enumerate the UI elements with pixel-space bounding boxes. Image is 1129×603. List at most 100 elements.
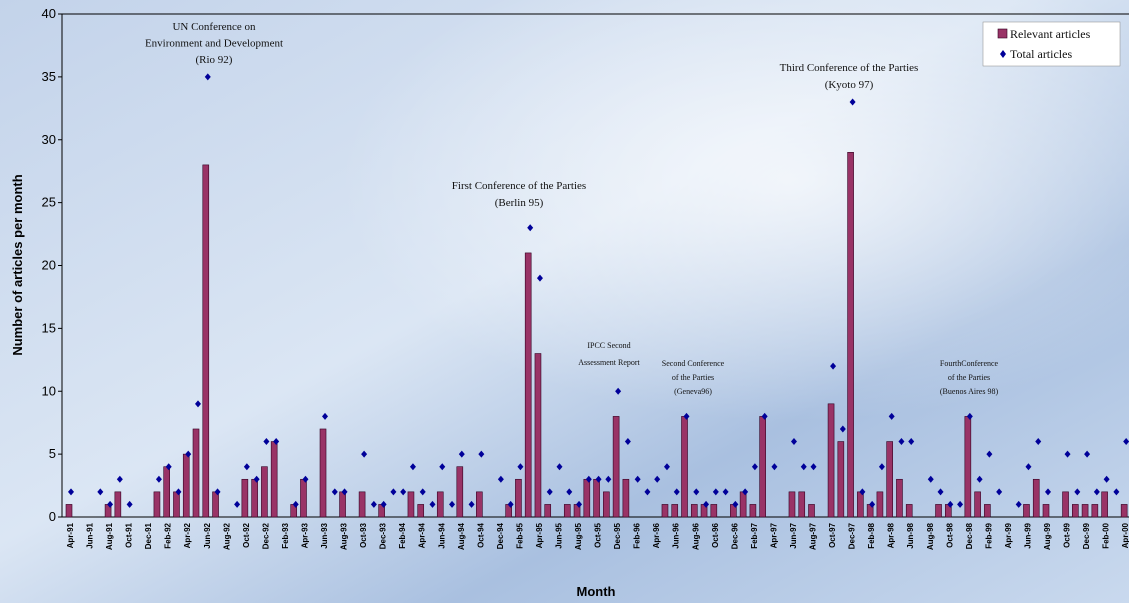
bar (193, 429, 199, 517)
bar (164, 467, 170, 517)
bar (437, 492, 443, 517)
legend-label: Total articles (1010, 47, 1072, 61)
x-tick-label: Oct-95 (594, 522, 603, 547)
bar (545, 504, 551, 517)
x-tick-label: Aug-94 (457, 522, 466, 550)
bar (359, 492, 365, 517)
x-tick-label: Apr-94 (418, 522, 427, 548)
bar (1072, 504, 1078, 517)
annotation: Third Conference of the Parties (780, 62, 919, 74)
bar (457, 467, 463, 517)
x-tick-label: Apr-98 (887, 522, 896, 548)
bar (418, 504, 424, 517)
x-tick-label: Oct-92 (242, 522, 251, 547)
bar (740, 492, 746, 517)
x-tick-label: Oct-99 (1063, 522, 1072, 547)
bar (965, 416, 971, 517)
annotation: First Conference of the Parties (452, 180, 586, 192)
bar (476, 492, 482, 517)
x-tick-label: Jun-94 (437, 522, 446, 548)
x-tick-label: Dec-95 (613, 522, 622, 549)
annotation: (Buenos Aires 98) (940, 387, 999, 396)
bar (857, 492, 863, 517)
x-tick-label: Dec-93 (379, 522, 388, 549)
x-tick-label: Apr-93 (300, 522, 309, 548)
bar (906, 504, 912, 517)
bar (691, 504, 697, 517)
bar (300, 479, 306, 517)
y-tick-label: 15 (42, 320, 56, 335)
bar (1023, 504, 1029, 517)
bar (603, 492, 609, 517)
x-tick-label: Aug-98 (926, 522, 935, 550)
bar (682, 416, 688, 517)
x-tick-label: Feb-95 (515, 522, 524, 548)
y-tick-label: 35 (42, 69, 56, 84)
bar (828, 404, 834, 517)
y-tick-label: 20 (42, 258, 56, 273)
bar (838, 442, 844, 517)
y-tick-label: 40 (42, 6, 56, 21)
x-tick-label: Oct-94 (476, 522, 485, 547)
x-tick-label: Jun-93 (320, 522, 329, 548)
x-tick-label: Feb-98 (867, 522, 876, 548)
bar (789, 492, 795, 517)
x-tick-label: Aug-96 (691, 522, 700, 550)
bar (320, 429, 326, 517)
x-tick-label: Jun-91 (86, 522, 95, 548)
annotation: (Rio 92) (196, 54, 233, 66)
annotation: IPCC Second (587, 341, 630, 350)
x-tick-label: Jun-96 (672, 522, 681, 548)
annotation: FourthConference (940, 359, 999, 368)
bar (183, 454, 189, 517)
x-tick-label: Apr-97 (769, 522, 778, 548)
annotation: UN Conference on (172, 21, 256, 33)
x-tick-label: Feb-00 (1102, 522, 1111, 548)
bar (340, 492, 346, 517)
chart: Month Number of articles per month 05101… (0, 0, 1129, 603)
x-tick-label: Apr-95 (535, 522, 544, 548)
x-tick-label: Jun-98 (906, 522, 915, 548)
bar (896, 479, 902, 517)
y-tick-label: 10 (42, 383, 56, 398)
bar (261, 467, 267, 517)
x-tick-label: Feb-93 (281, 522, 290, 548)
x-tick-label: Oct-97 (828, 522, 837, 547)
bar (887, 442, 893, 517)
bar (115, 492, 121, 517)
bar (213, 492, 219, 517)
x-tick-label: Oct-93 (359, 522, 368, 547)
x-tick-label: Feb-94 (398, 522, 407, 548)
bar (984, 504, 990, 517)
x-tick-label: Aug-91 (105, 522, 114, 550)
x-tick-label: Apr-96 (652, 522, 661, 548)
bar (1121, 504, 1127, 517)
x-tick-label: Apr-00 (1121, 522, 1129, 548)
bar (623, 479, 629, 517)
x-tick-label: Jun-97 (789, 522, 798, 548)
x-tick-label: Feb-99 (984, 522, 993, 548)
annotation: (Kyoto 97) (825, 79, 874, 91)
annotation: Environment and Development (145, 38, 283, 50)
y-axis-title: Number of articles per month (10, 174, 25, 355)
x-tick-label: Apr-91 (66, 522, 75, 548)
bar (809, 504, 815, 517)
x-tick-label: Dec-92 (261, 522, 270, 549)
bar (271, 442, 277, 517)
bar (173, 492, 179, 517)
x-tick-label: Jun-99 (1023, 522, 1032, 548)
x-tick-label: Dec-94 (496, 522, 505, 549)
bar (515, 479, 521, 517)
bar (535, 354, 541, 517)
bar (525, 253, 531, 517)
bar (662, 504, 668, 517)
x-tick-label: Dec-99 (1082, 522, 1091, 549)
x-tick-label: Feb-96 (633, 522, 642, 548)
x-tick-label: Dec-97 (848, 522, 857, 549)
bar (564, 504, 570, 517)
annotation: Assessment Report (578, 358, 640, 367)
bar (1082, 504, 1088, 517)
bar (1092, 504, 1098, 517)
bar (1033, 479, 1039, 517)
x-tick-label: Feb-92 (164, 522, 173, 548)
